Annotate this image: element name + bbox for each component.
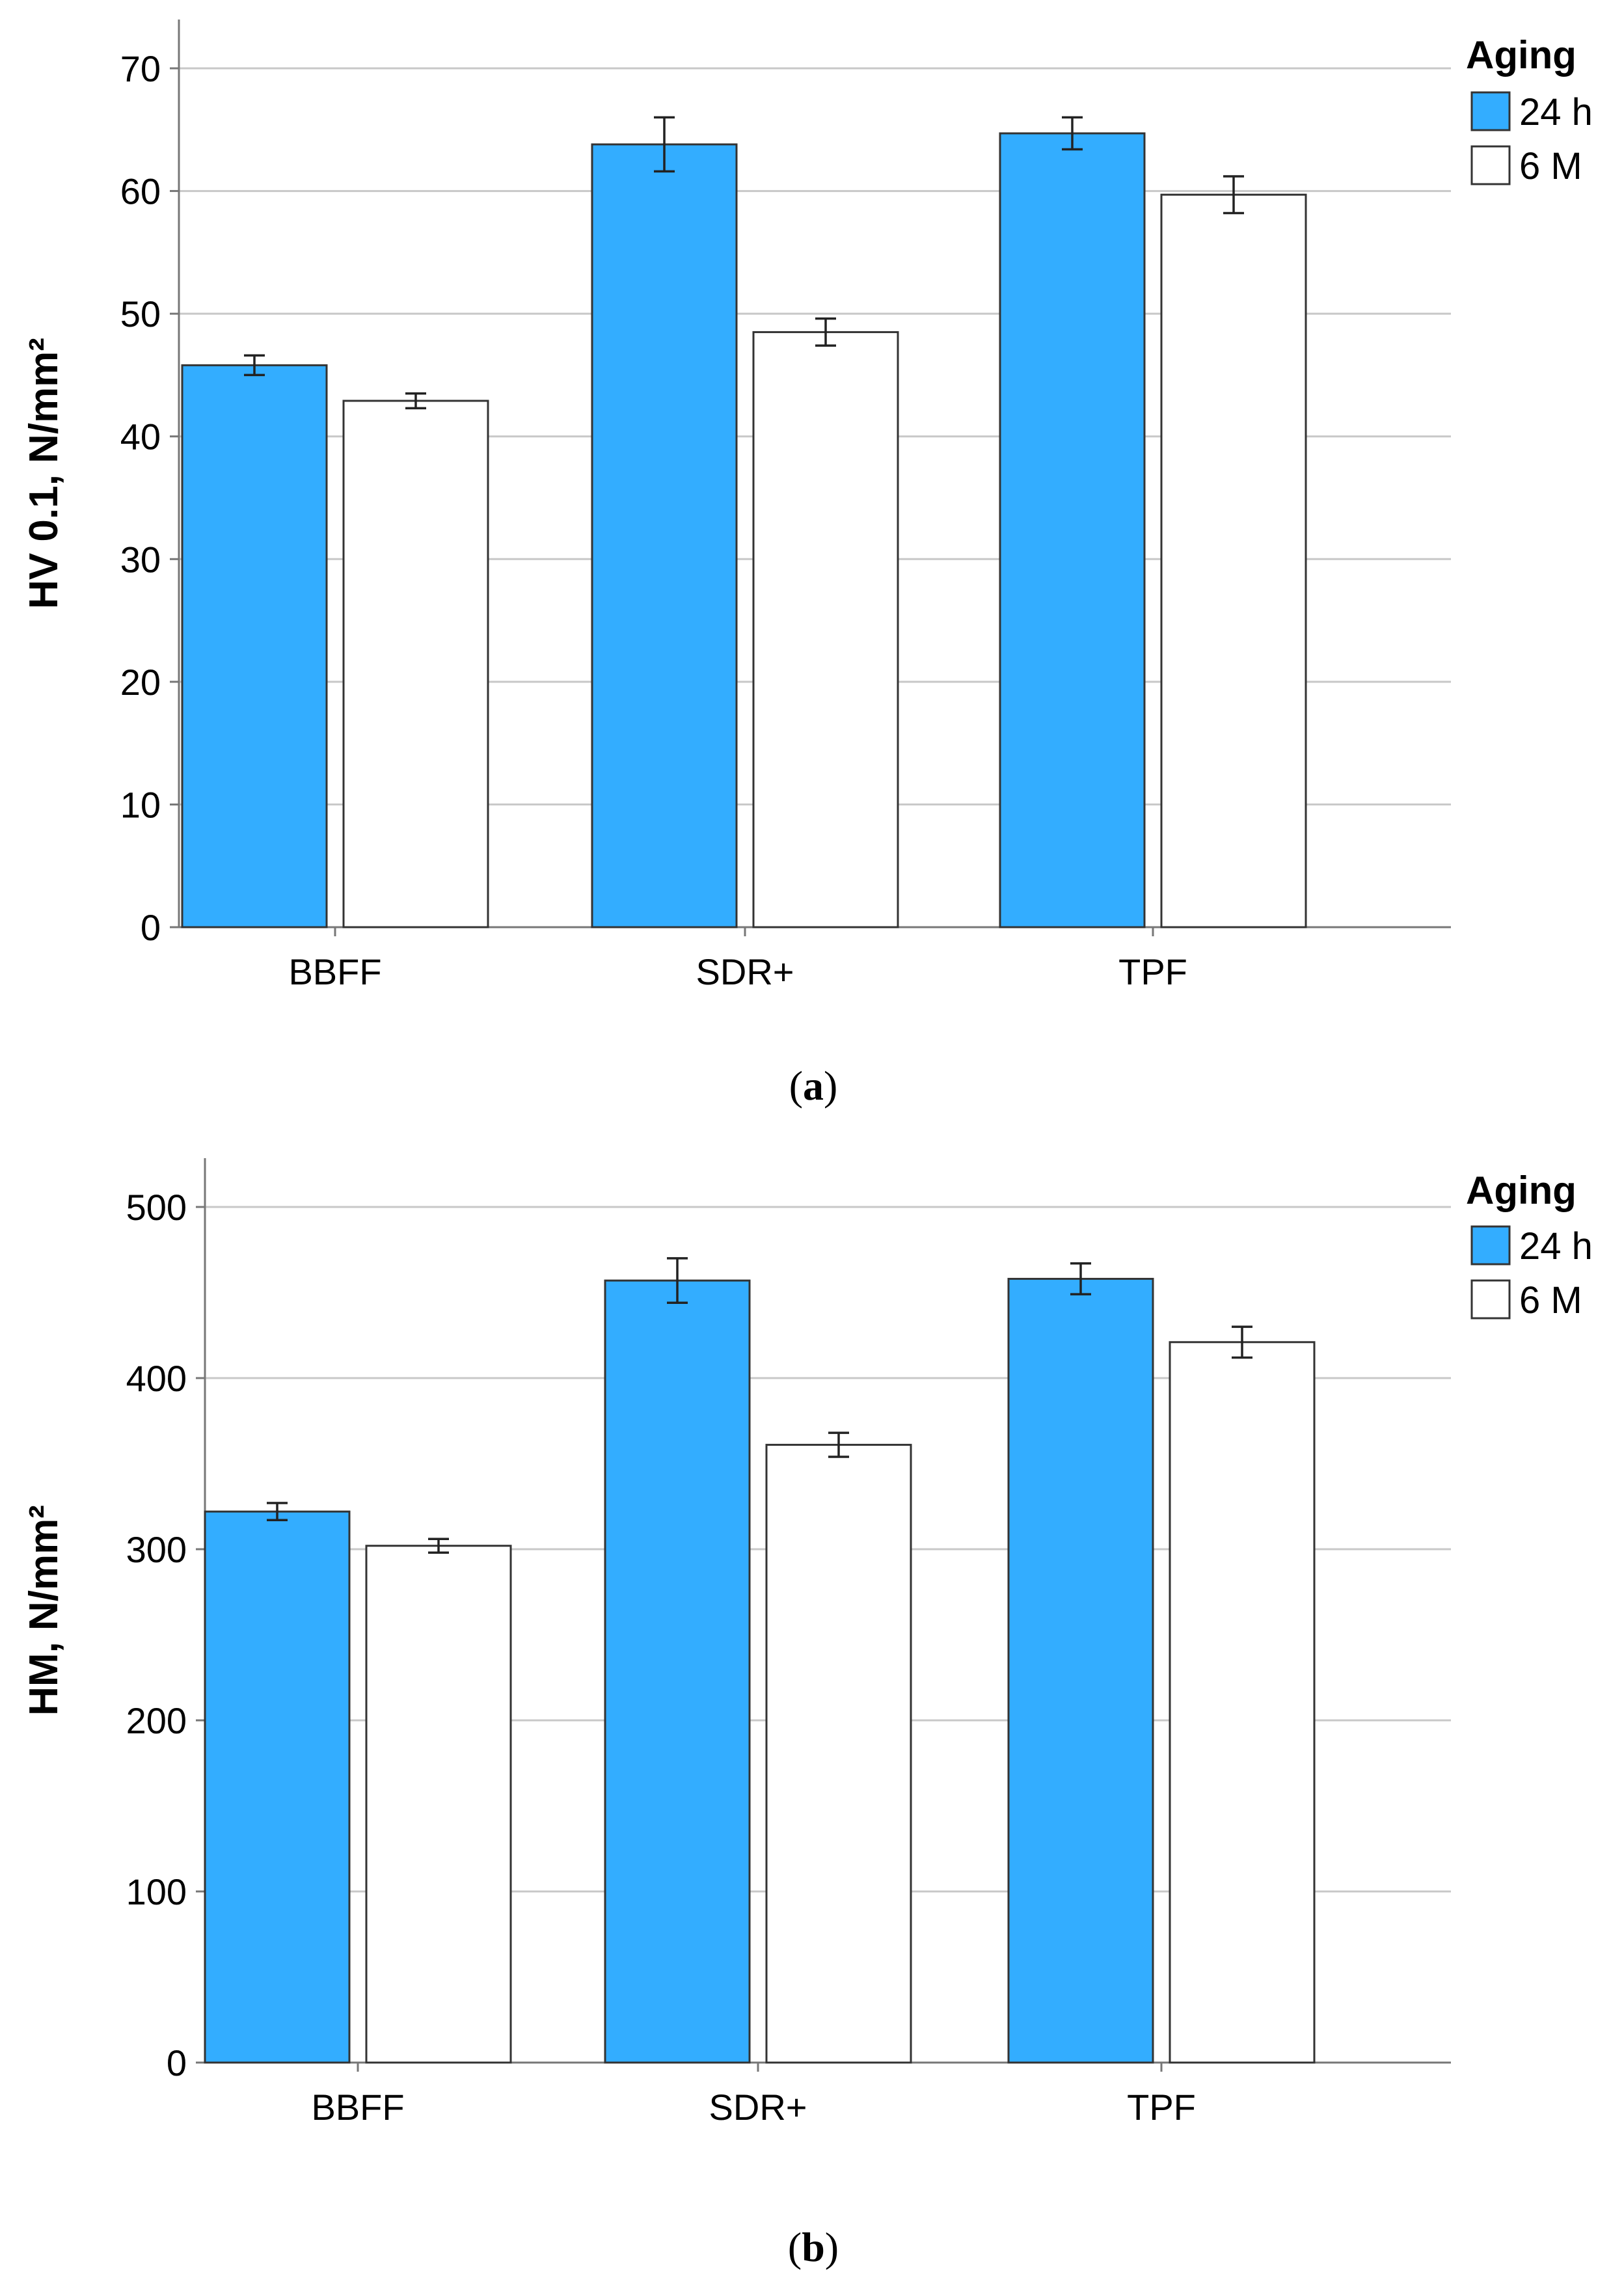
error-bar bbox=[428, 1537, 449, 1554]
bar-6-m-sdrplus bbox=[752, 331, 899, 928]
error-bar bbox=[654, 116, 675, 173]
legend-label: 24 h bbox=[1519, 1225, 1593, 1267]
y-tick-label: 40 bbox=[120, 416, 161, 457]
y-tick-label: 0 bbox=[167, 2042, 187, 2083]
y-axis-title: HV 0.1, N/mm² bbox=[21, 338, 66, 609]
error-bar bbox=[1223, 175, 1244, 215]
panel-caption: (b) bbox=[788, 2224, 839, 2270]
x-tick-label: SDR+ bbox=[696, 951, 794, 992]
bar-24-h-sdrplus bbox=[591, 143, 738, 928]
error-bar bbox=[815, 317, 836, 347]
y-tick-label: 300 bbox=[126, 1529, 187, 1570]
legend-swatch-24-h bbox=[1470, 1225, 1511, 1266]
bar-24-h-bbff bbox=[204, 1510, 351, 2064]
y-tick-label: 10 bbox=[120, 784, 161, 825]
y-tick-label: 100 bbox=[126, 1871, 187, 1912]
y-tick-label: 60 bbox=[120, 171, 161, 212]
bar-6-m-tpf bbox=[1169, 1341, 1316, 2064]
legend: Aging 24 h 6 M bbox=[1466, 33, 1593, 187]
y-tick-label: 20 bbox=[120, 662, 161, 703]
y-tick-label: 30 bbox=[120, 539, 161, 580]
legend-title: Aging bbox=[1466, 33, 1577, 77]
legend-label: 6 M bbox=[1519, 145, 1582, 187]
y-tick-label: 400 bbox=[126, 1358, 187, 1399]
legend-title: Aging bbox=[1466, 1169, 1577, 1212]
error-bar bbox=[244, 354, 265, 377]
error-bar bbox=[1062, 116, 1083, 151]
legend-swatch-6-m bbox=[1470, 1279, 1511, 1320]
bar-6-m-bbff bbox=[365, 1545, 512, 2064]
x-tick-label: BBFF bbox=[311, 2087, 404, 2128]
bar-24-h-tpf bbox=[1007, 1277, 1154, 2064]
y-tick-label: 0 bbox=[141, 907, 161, 948]
chart-panel-2: 0 100 200 300 400 500 HM, N/mm² BBFF SDR+ TPF Agin… bbox=[21, 1158, 1593, 2270]
caption-letter: a bbox=[803, 1063, 824, 1109]
bar-6-m-tpf bbox=[1160, 193, 1307, 928]
panel-caption: (a) bbox=[789, 1063, 838, 1109]
y-tick-label: 200 bbox=[126, 1700, 187, 1741]
x-tick-label: TPF bbox=[1127, 2087, 1196, 2128]
x-tick-label: BBFF bbox=[288, 951, 381, 992]
error-bar bbox=[405, 392, 426, 410]
caption-letter: b bbox=[802, 2224, 825, 2270]
y-tick-label: 500 bbox=[126, 1187, 187, 1228]
bar-24-h-sdrplus bbox=[604, 1279, 751, 2064]
error-bar bbox=[267, 1502, 288, 1522]
caption-paren-open: ( bbox=[789, 1063, 803, 1109]
chart-panel-1: 0 10 20 30 40 50 60 70 HV 0.1, N/mm² BBFF SDR+ TPF A… bbox=[21, 20, 1593, 1109]
caption-paren-open: ( bbox=[788, 2224, 802, 2270]
bar-6-m-bbff bbox=[342, 400, 489, 928]
y-tick-label: 50 bbox=[120, 293, 161, 334]
error-bar bbox=[667, 1257, 688, 1305]
legend-label: 6 M bbox=[1519, 1279, 1582, 1321]
x-tick-label: SDR+ bbox=[709, 2087, 807, 2128]
legend-swatch-6-m bbox=[1470, 145, 1511, 185]
bar-24-h-tpf bbox=[999, 132, 1146, 928]
legend-swatch-24-h bbox=[1470, 91, 1511, 131]
bar-24-h-bbff bbox=[181, 364, 328, 928]
y-axis-title: HM, N/mm² bbox=[21, 1505, 66, 1716]
caption-paren-close: ) bbox=[824, 1063, 837, 1109]
legend: Aging 24 h 6 M bbox=[1466, 1169, 1593, 1321]
legend-label: 24 h bbox=[1519, 91, 1593, 133]
error-bar bbox=[1232, 1325, 1252, 1359]
y-tick-label: 70 bbox=[120, 48, 161, 89]
bar-6-m-sdrplus bbox=[765, 1444, 912, 2064]
error-bar bbox=[828, 1431, 849, 1458]
caption-paren-close: ) bbox=[825, 2224, 839, 2270]
x-tick-label: TPF bbox=[1118, 951, 1187, 992]
error-bar bbox=[1070, 1262, 1091, 1295]
